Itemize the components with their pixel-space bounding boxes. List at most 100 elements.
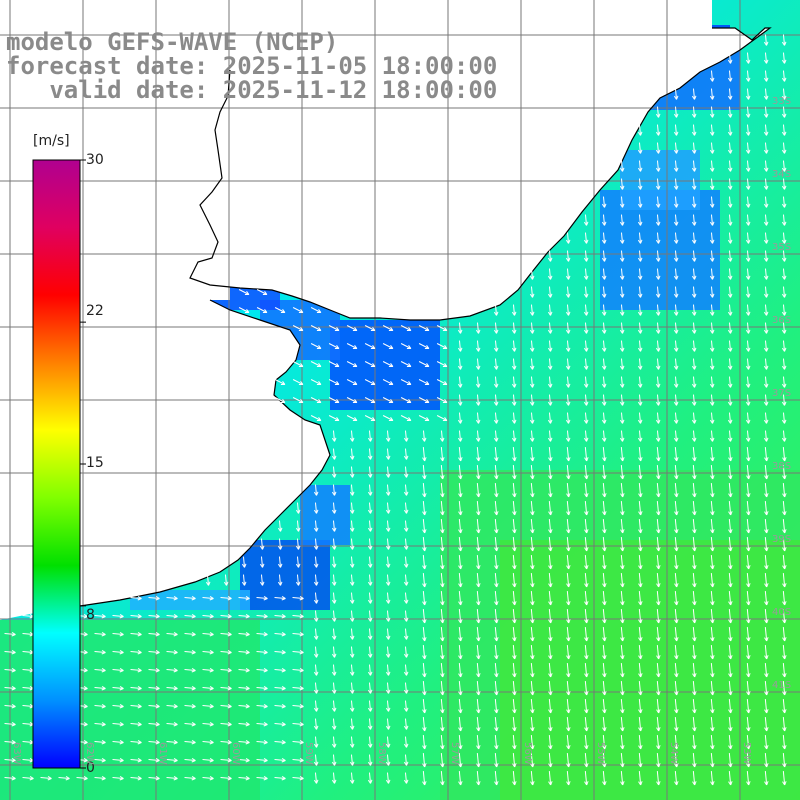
field-patch: [130, 590, 250, 610]
wind-arrow: [511, 430, 517, 442]
wind-arrow: [620, 554, 625, 570]
wind-arrow: [656, 518, 661, 534]
wind-arrow: [638, 464, 643, 480]
wind-arrow: [655, 106, 661, 118]
wind-arrow: [728, 698, 733, 714]
wind-arrow: [710, 698, 715, 714]
wind-arrow: [328, 325, 340, 331]
wind-arrow: [763, 142, 769, 154]
wind-arrow: [422, 626, 427, 642]
wind-arrow: [602, 446, 607, 462]
wind-arrow: [745, 340, 751, 352]
wind-arrow: [274, 379, 286, 385]
longitude-label: 56W: [522, 742, 533, 765]
wind-arrow: [638, 752, 643, 768]
wind-arrow: [440, 590, 445, 606]
wind-arrow: [692, 590, 697, 606]
wind-arrow: [601, 196, 607, 208]
wind-arrow: [763, 286, 769, 298]
wind-arrow: [512, 662, 517, 678]
wind-arrow: [781, 196, 787, 208]
wind-arrow: [440, 536, 445, 552]
wind-arrow: [745, 142, 751, 154]
wind-arrow: [220, 739, 232, 745]
wind-arrow: [422, 752, 427, 768]
wind-arrow: [94, 685, 106, 691]
wind-arrow: [529, 322, 535, 334]
wind-arrow: [655, 358, 661, 370]
wind-arrow: [458, 608, 463, 624]
wind-arrow: [202, 631, 214, 637]
latitude-label: 35S: [772, 242, 792, 253]
wind-arrow: [583, 250, 589, 262]
wind-arrow: [620, 644, 625, 660]
wind-arrow: [781, 376, 787, 388]
wind-arrow: [274, 667, 286, 673]
wind-arrow: [547, 340, 553, 352]
wind-arrow: [673, 340, 679, 352]
wind-arrow: [566, 482, 571, 498]
wind-arrow: [781, 70, 787, 82]
wind-arrow: [184, 667, 196, 673]
wind-arrow: [418, 415, 430, 421]
wind-arrow: [400, 343, 412, 349]
wind-arrow: [220, 631, 232, 637]
wind-arrow: [4, 739, 16, 745]
wind-arrow: [673, 412, 679, 424]
wind-arrow: [274, 613, 286, 619]
wind-arrow: [259, 538, 265, 550]
wind-arrow: [728, 446, 733, 462]
wind-arrow: [746, 752, 751, 768]
wind-arrow: [781, 106, 787, 118]
wind-arrow: [602, 500, 607, 516]
wind-arrow: [422, 680, 427, 696]
wind-arrow: [476, 482, 481, 498]
wind-arrow: [673, 196, 679, 208]
wind-arrow: [566, 554, 571, 570]
wind-arrow: [274, 703, 286, 709]
wind-arrow: [763, 394, 769, 406]
wind-arrow: [728, 536, 733, 552]
wind-arrow: [655, 430, 661, 442]
wind-arrow: [512, 572, 517, 588]
wind-arrow: [440, 626, 445, 642]
wind-arrow: [565, 394, 571, 406]
wind-arrow: [440, 662, 445, 678]
colorbar-units: [m/s]: [33, 133, 70, 149]
wind-arrow: [727, 340, 733, 352]
wind-arrow: [619, 358, 625, 370]
wind-arrow: [440, 500, 445, 516]
wind-arrow: [566, 446, 571, 462]
wind-arrow: [331, 448, 337, 460]
wind-arrow: [349, 718, 355, 730]
wind-arrow: [764, 464, 769, 480]
wind-arrow: [313, 574, 319, 586]
wind-arrow: [710, 464, 715, 480]
wind-arrow: [727, 430, 733, 442]
wind-arrow: [782, 536, 787, 552]
wind-arrow: [238, 721, 250, 727]
wind-arrow: [349, 448, 355, 460]
wind-arrow: [601, 304, 607, 316]
wind-arrow: [709, 376, 715, 388]
wind-arrow: [385, 718, 391, 730]
wind-arrow: [292, 739, 304, 745]
wind-arrow: [94, 703, 106, 709]
wind-arrow: [691, 286, 697, 298]
wind-arrow: [220, 685, 232, 691]
wind-arrow: [673, 160, 679, 172]
wind-arrow: [782, 464, 787, 480]
wind-arrow: [202, 649, 214, 655]
wind-arrow: [781, 250, 787, 262]
wind-arrow: [530, 626, 535, 642]
wind-arrow: [475, 322, 481, 334]
wind-arrow: [4, 703, 16, 709]
wind-arrow: [656, 572, 661, 588]
wind-arrow: [547, 358, 553, 370]
wind-arrow: [529, 268, 535, 280]
wind-arrow: [764, 536, 769, 552]
wind-arrow: [584, 716, 589, 732]
wind-arrow: [601, 394, 607, 406]
wind-arrow: [458, 770, 463, 786]
wind-arrow: [530, 734, 535, 750]
